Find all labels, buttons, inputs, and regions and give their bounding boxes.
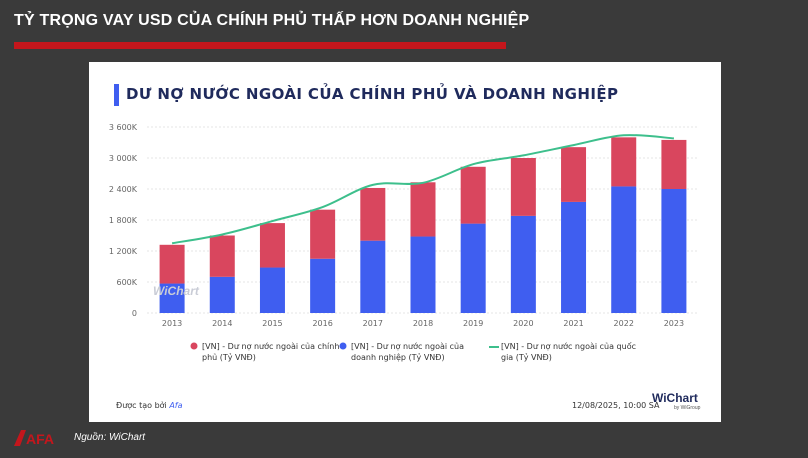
afa-logo: AFA — [14, 430, 54, 447]
legend-label-enterprise: [VN] - Dư nợ nước ngoài của doanh nghiệp… — [351, 342, 465, 362]
bar-enterprise[interactable] — [360, 240, 386, 313]
credit-brand-link[interactable]: Afa — [169, 401, 183, 410]
bar-government[interactable] — [510, 158, 536, 216]
source-note: Nguồn: WiChart — [74, 432, 146, 443]
line-national[interactable] — [171, 134, 674, 245]
x-tick-label: 2022 — [614, 319, 634, 328]
bar-government[interactable] — [310, 209, 336, 259]
y-tick-label: 1 800K — [109, 216, 138, 225]
bar-enterprise[interactable] — [460, 223, 486, 313]
bar-government[interactable] — [259, 223, 285, 268]
chart-timestamp: 12/08/2025, 10:00 SA — [572, 401, 660, 410]
x-tick-label: 2013 — [162, 319, 182, 328]
bar-government[interactable] — [360, 187, 386, 241]
bar-enterprise[interactable] — [611, 186, 637, 313]
headline-underline — [14, 42, 506, 49]
afa-logo-text: AFA — [26, 431, 54, 447]
x-tick-label: 2023 — [664, 319, 684, 328]
bar-enterprise[interactable] — [510, 215, 536, 313]
wichart-logo-subtitle: by WiGroup — [674, 405, 701, 411]
y-tick-label: 3 600K — [109, 123, 138, 132]
bar-government[interactable] — [611, 137, 637, 187]
y-tick-label: 1 200K — [109, 247, 138, 256]
x-tick-label: 2017 — [363, 319, 383, 328]
afa-logo-mark — [14, 430, 26, 446]
x-tick-label: 2021 — [563, 319, 583, 328]
x-tick-label: 2015 — [262, 319, 282, 328]
x-tick-label: 2014 — [212, 319, 232, 328]
x-tick-label: 2018 — [413, 319, 433, 328]
wichart-logo[interactable]: WiChart — [652, 391, 698, 405]
wichart-watermark: WiChart — [153, 284, 199, 298]
bar-government[interactable] — [661, 139, 687, 189]
bar-enterprise[interactable] — [159, 283, 185, 313]
legend-dot-enterprise — [339, 342, 347, 350]
chart-plot: 0 600K 1 200K 1 800K 2 400K 3 000K 3 600K 2013 2… — [109, 123, 699, 328]
bar-enterprise[interactable] — [310, 258, 336, 313]
credit-line: Được tạo bởi Afa — [116, 401, 183, 410]
legend-label-government: [VN] - Dư nợ nước ngoài của chính phủ (T… — [202, 342, 340, 362]
credit-prefix: Được tạo bởi — [116, 401, 167, 410]
chart-title: DƯ NỢ NƯỚC NGOÀI CỦA CHÍNH PHỦ VÀ DOANH … — [126, 85, 619, 103]
bar-government[interactable] — [410, 182, 436, 237]
y-tick-label: 2 400K — [109, 185, 138, 194]
title-accent-bar — [114, 84, 119, 106]
bar-government[interactable] — [159, 244, 185, 284]
bar-enterprise[interactable] — [209, 276, 235, 313]
bar-government[interactable] — [460, 166, 486, 224]
legend-dot-government — [190, 342, 198, 350]
x-tick-label: 2019 — [463, 319, 483, 328]
bar-government[interactable] — [561, 147, 587, 202]
bar-government[interactable] — [209, 235, 235, 277]
y-tick-label: 3 000K — [109, 154, 138, 163]
legend-label-national: [VN] - Dư nợ nước ngoài của quốc gia (Tỷ… — [501, 342, 636, 362]
bar-enterprise[interactable] — [259, 267, 285, 313]
x-tick-label: 2020 — [513, 319, 533, 328]
y-tick-label: 600K — [116, 278, 137, 287]
bars-layer — [159, 137, 687, 313]
bar-enterprise[interactable] — [410, 236, 436, 313]
line-layer — [171, 134, 674, 245]
y-tick-label: 0 — [132, 309, 137, 318]
page-headline: TỶ TRỌNG VAY USD CỦA CHÍNH PHỦ THẤP HƠN … — [14, 12, 530, 29]
legend-line-national — [489, 346, 499, 348]
ticks-layer: 0 600K 1 200K 1 800K 2 400K 3 000K 3 600K 2013 2… — [109, 123, 684, 328]
bar-enterprise[interactable] — [661, 189, 687, 313]
x-tick-label: 2016 — [312, 319, 332, 328]
bar-enterprise[interactable] — [561, 201, 587, 313]
